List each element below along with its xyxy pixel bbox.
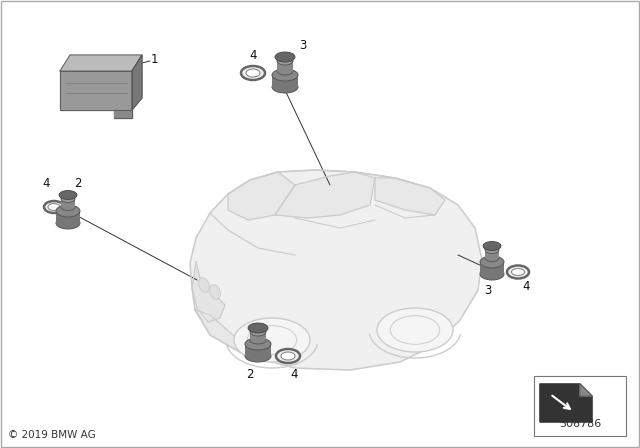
Text: 3: 3 (300, 39, 307, 52)
Bar (250, 332, 266, 340)
Ellipse shape (511, 268, 525, 276)
Polygon shape (195, 308, 248, 355)
Ellipse shape (480, 268, 504, 280)
Ellipse shape (272, 81, 298, 93)
Bar (245, 344, 271, 356)
Ellipse shape (59, 190, 77, 199)
Ellipse shape (61, 203, 75, 211)
Ellipse shape (210, 285, 220, 299)
Polygon shape (540, 384, 592, 422)
Bar (480, 262, 504, 274)
Text: 2: 2 (74, 177, 82, 190)
Text: 1: 1 (150, 52, 157, 65)
Polygon shape (228, 172, 295, 220)
Polygon shape (580, 384, 592, 396)
Ellipse shape (377, 308, 453, 352)
Ellipse shape (61, 195, 75, 202)
Polygon shape (114, 110, 132, 118)
Polygon shape (60, 71, 132, 110)
Polygon shape (190, 170, 482, 370)
Polygon shape (132, 55, 142, 110)
Ellipse shape (272, 69, 298, 81)
Bar (277, 61, 293, 71)
Ellipse shape (234, 318, 310, 362)
Text: © 2019 BMW AG: © 2019 BMW AG (8, 430, 96, 440)
Ellipse shape (198, 278, 209, 292)
Text: 4: 4 (522, 280, 530, 293)
Ellipse shape (245, 338, 271, 350)
Ellipse shape (485, 254, 499, 262)
Text: 3: 3 (484, 284, 492, 297)
Ellipse shape (56, 205, 80, 217)
Text: 4: 4 (249, 48, 257, 61)
Ellipse shape (248, 323, 268, 333)
Text: 506786: 506786 (559, 419, 601, 429)
Ellipse shape (44, 201, 64, 213)
Ellipse shape (485, 246, 499, 254)
Bar (485, 250, 499, 258)
Bar (534, 376, 626, 436)
Polygon shape (192, 262, 225, 322)
Ellipse shape (250, 328, 266, 336)
Bar (56, 211, 80, 223)
Ellipse shape (246, 69, 260, 77)
Ellipse shape (507, 266, 529, 279)
Ellipse shape (48, 203, 60, 211)
Ellipse shape (275, 52, 295, 62)
Bar (272, 75, 298, 87)
Ellipse shape (277, 67, 293, 75)
Ellipse shape (56, 217, 80, 229)
Ellipse shape (241, 66, 265, 80)
Ellipse shape (483, 241, 501, 250)
Text: 2: 2 (246, 367, 253, 380)
Ellipse shape (250, 336, 266, 344)
Ellipse shape (245, 350, 271, 362)
Ellipse shape (281, 352, 295, 360)
Text: 4: 4 (42, 177, 50, 190)
Bar (61, 199, 75, 207)
Text: 4: 4 (291, 367, 298, 380)
Ellipse shape (480, 256, 504, 268)
Polygon shape (60, 55, 142, 71)
Ellipse shape (277, 57, 293, 65)
Polygon shape (275, 172, 375, 218)
Polygon shape (375, 178, 445, 215)
Ellipse shape (276, 349, 300, 363)
